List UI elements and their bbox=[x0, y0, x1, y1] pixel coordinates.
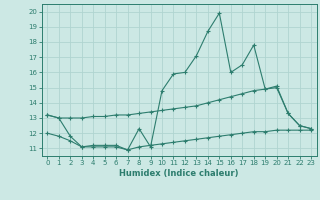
X-axis label: Humidex (Indice chaleur): Humidex (Indice chaleur) bbox=[119, 169, 239, 178]
